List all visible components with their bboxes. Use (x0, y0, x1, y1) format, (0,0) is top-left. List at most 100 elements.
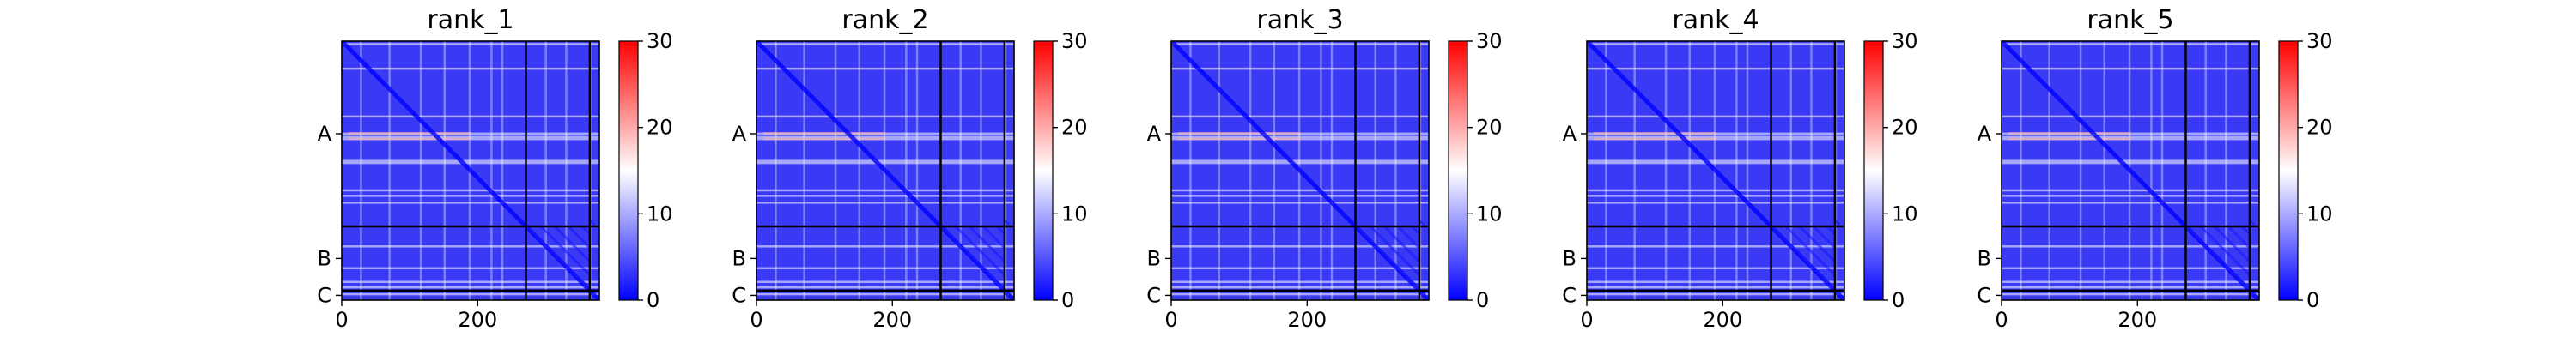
heatmap-texture (1354, 224, 1420, 290)
heatmap-bright-row (1171, 267, 1429, 270)
heatmap-texture (2226, 224, 2251, 249)
heatmap-bright-col (959, 41, 962, 300)
x-tick-label: 200 (872, 308, 912, 332)
heatmap-high-streak (1593, 132, 1716, 135)
chain-label: C (1562, 283, 1577, 307)
heatmap-texture (1797, 224, 1836, 262)
chain-label: A (1147, 122, 1162, 146)
heatmap-bright-col (803, 41, 805, 300)
heatmap-bright-row (342, 202, 599, 204)
chain-label: C (1146, 283, 1161, 307)
heatmap-bright-col (980, 41, 982, 300)
heatmap-bright-row (2002, 245, 2259, 248)
heatmap-bright-row (1171, 159, 1429, 162)
heatmap-bright-row (2002, 292, 2259, 296)
colorbar-tick-label: 0 (1476, 288, 1489, 312)
heatmap-bright-col (905, 41, 908, 300)
heatmap-texture (2212, 224, 2251, 262)
heatmap-bright-col (388, 41, 391, 300)
chain-label: A (318, 122, 332, 146)
x-tick-label: 0 (1580, 308, 1593, 332)
heatmap-bright-row (1171, 280, 1429, 283)
heatmap-bright-row (1587, 286, 1844, 289)
heatmap-bright-col (544, 41, 547, 300)
heatmap-bright-row (1587, 245, 1844, 248)
heatmap-bright-row (1587, 195, 1844, 197)
colorbar-tick-label: 0 (1892, 288, 1905, 312)
heatmap-bright-row (342, 189, 599, 192)
colorbar-tick-label: 0 (2306, 288, 2319, 312)
heatmap-frame (1170, 40, 1430, 301)
heatmap-texture (953, 224, 1005, 276)
heatmap-frame (341, 40, 600, 301)
heatmap-bright-row (2002, 43, 2259, 45)
heatmap-bright-row (342, 245, 599, 248)
heatmap-bright-col (2204, 41, 2207, 300)
chain-label: B (1563, 246, 1577, 270)
heatmap-bright-col (443, 41, 447, 300)
heatmap-bright-row (2002, 135, 2259, 139)
heatmap-bright-row (342, 135, 599, 139)
colorbar-tick-label: 30 (2306, 29, 2333, 53)
heatmap-bright-row (756, 189, 1014, 192)
heatmap-bright-col (1218, 41, 1220, 300)
colorbar (2278, 40, 2299, 301)
heatmap-texture (538, 224, 591, 276)
colorbar-tick-label: 20 (647, 116, 673, 140)
heatmap-bright-col (1789, 41, 1792, 300)
heatmap-bright-row (756, 267, 1014, 270)
heatmap-image (756, 41, 1014, 300)
colorbar-tick-label: 0 (647, 288, 659, 312)
x-tick-label: 0 (750, 308, 762, 332)
chain-label: A (732, 122, 747, 146)
heatmap-bright-row (2002, 280, 2259, 283)
heatmap-bright-row (2002, 189, 2259, 192)
heatmap-bright-col (1746, 41, 1749, 300)
heatmap-bright-col (915, 41, 919, 300)
heatmap-bright-row (342, 159, 599, 162)
heatmap-bright-row (1587, 161, 1844, 165)
colorbar-tick-label: 30 (647, 29, 673, 53)
heatmap-bright-row (2002, 159, 2259, 162)
heatmap-bright-row (756, 280, 1014, 283)
heatmap-bright-row (1171, 202, 1429, 204)
heatmap-bright-col (834, 41, 837, 300)
heatmap-bright-row (342, 286, 599, 289)
panel-title: rank_5 (2087, 5, 2173, 35)
heatmap-bright-row (756, 245, 1014, 248)
heatmap-bright-col (1320, 41, 1322, 300)
heatmap-bright-row (756, 159, 1014, 162)
heatmap-high-streak (1593, 137, 1716, 141)
colorbar-tick-label: 10 (1061, 202, 1088, 226)
heatmap-high-streak (762, 132, 886, 135)
heatmap-bright-col (1249, 41, 1252, 300)
heatmap-bright-col (2160, 41, 2164, 300)
heatmap-texture (939, 224, 1005, 290)
x-tick-label: 200 (2117, 308, 2157, 332)
heatmap-bright-col (1810, 41, 1813, 300)
heatmap-texture (552, 224, 591, 262)
heatmap-image (1171, 41, 1429, 300)
heatmap-bright-row (1587, 189, 1844, 192)
heatmap-bright-row (342, 115, 599, 118)
heatmap-bright-row (756, 202, 1014, 204)
x-tick-label: 200 (458, 308, 497, 332)
heatmap-bright-row (2002, 286, 2259, 289)
colorbar-tick-label: 30 (1476, 29, 1503, 53)
heatmap-bright-row (1171, 245, 1429, 248)
heatmap-bright-row (756, 67, 1014, 70)
x-tick-label: 200 (1703, 308, 1742, 332)
heatmap-texture (525, 224, 591, 290)
heatmap-bright-col (419, 41, 422, 300)
heatmap-frame (2001, 40, 2260, 301)
panel-title: rank_2 (841, 5, 928, 35)
heatmap-bright-row (342, 267, 599, 270)
heatmap-bright-col (1688, 41, 1692, 300)
x-tick-label: 0 (1995, 308, 2008, 332)
heatmap-bright-row (1587, 267, 1844, 270)
heatmap-texture (2198, 224, 2251, 276)
chain-label: B (732, 246, 746, 270)
